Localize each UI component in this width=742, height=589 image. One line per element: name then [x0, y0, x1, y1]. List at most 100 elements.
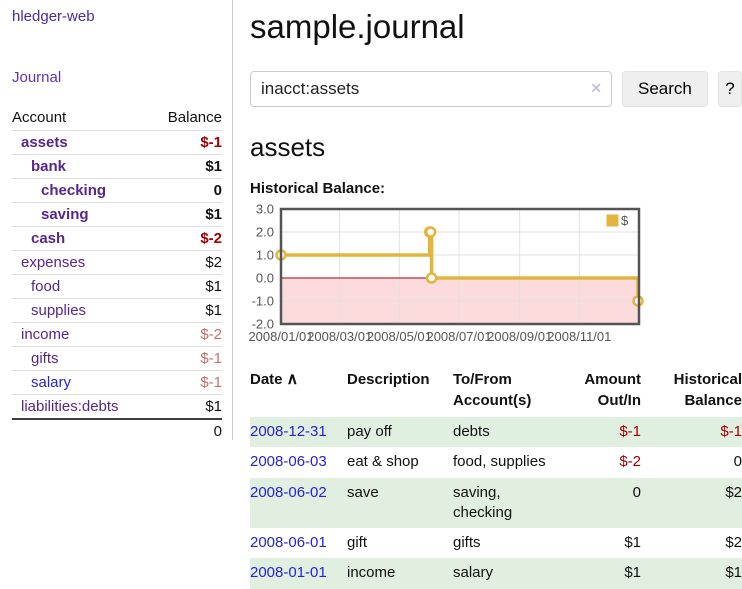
account-link[interactable]: supplies — [31, 302, 87, 319]
amount-cell: $1 — [624, 564, 641, 582]
account-link[interactable]: expenses — [21, 254, 86, 271]
main-content: sample.journal ✕ Search ? assets Histori… — [233, 0, 742, 589]
account-balance: $1 — [205, 398, 222, 415]
account-balance: $1 — [205, 206, 222, 223]
account-balance: $-1 — [200, 374, 222, 391]
description-cell: pay off — [347, 423, 392, 440]
balance-cell: $1 — [725, 564, 742, 582]
register-row: 2008-12-31 pay off debts $-1 $-1 — [250, 417, 742, 448]
account-balance: $-1 — [200, 134, 222, 151]
accounts-column-header: To/From Account(s) — [453, 371, 532, 409]
transaction-date-link[interactable]: 2008-01-01 — [250, 564, 327, 582]
account-column-header: Account — [12, 109, 67, 126]
account-row: expenses $2 — [12, 250, 222, 274]
date-column-header[interactable]: Date ∧ — [250, 371, 299, 388]
register-row: 2008-01-01 income salary $1 $1 — [250, 558, 742, 589]
amount-cell: 0 — [632, 483, 641, 501]
account-total-row: 0 — [12, 418, 222, 443]
account-link[interactable]: gifts — [31, 350, 59, 367]
transaction-date-cell: 2008-12-31 — [250, 417, 347, 447]
account-row: saving $1 — [12, 202, 222, 226]
transaction-date-link[interactable]: 2008-06-03 — [250, 453, 327, 471]
account-link[interactable]: food — [31, 278, 61, 295]
svg-text:2008/09/01: 2008/09/01 — [487, 329, 552, 344]
register-table: Date ∧ Description To/From Account(s) Amo… — [250, 365, 742, 589]
account-row: bank $1 — [12, 154, 222, 178]
account-row: liabilities:debts $1 — [12, 394, 222, 418]
chart-title: Historical Balance: — [250, 180, 386, 197]
svg-text:-1.0: -1.0 — [252, 294, 274, 309]
account-balance: $1 — [205, 158, 222, 175]
account-row: gifts $-1 — [12, 346, 222, 370]
svg-text:2008/07/01: 2008/07/01 — [426, 329, 491, 344]
account-balance-table: Account Balance assets $-1 bank $1 checking 0… — [12, 106, 222, 443]
amount-cell: $-2 — [619, 453, 641, 471]
account-row: food $1 — [12, 274, 222, 298]
register-row: 2008-06-01 gift gifts $1 $2 — [250, 528, 742, 558]
svg-text:1.0: 1.0 — [256, 248, 274, 263]
help-button[interactable]: ? — [717, 71, 742, 107]
balance-column-header: Historical Balance — [673, 371, 742, 409]
clear-search-icon[interactable]: ✕ — [590, 80, 602, 96]
transaction-date-link[interactable]: 2008-06-02 — [250, 483, 327, 501]
balance-chart: 3.0 2.0 1.0 0.0 -1.0 -2.02008/01/012008/03/01… — [248, 202, 644, 344]
accounts-cell: debts — [453, 423, 490, 440]
sort-ascending-icon: ∧ — [286, 371, 299, 388]
account-table-header: Account Balance — [12, 106, 222, 130]
balance-cell: $2 — [725, 483, 742, 501]
account-link[interactable]: liabilities:debts — [21, 398, 119, 415]
account-link[interactable]: salary — [31, 374, 72, 391]
account-link[interactable]: income — [21, 326, 70, 343]
svg-text:-2.0: -2.0 — [252, 317, 274, 332]
account-link[interactable]: checking — [41, 182, 107, 199]
balance-cell: $-1 — [720, 423, 742, 440]
account-link[interactable]: cash — [31, 230, 66, 247]
account-link[interactable]: saving — [41, 206, 89, 223]
account-row: cash $-2 — [12, 226, 222, 250]
register-body: 2008-12-31 pay off debts $-1 $-1 2008-06-03 ea… — [250, 417, 742, 589]
total-balance: 0 — [213, 423, 222, 440]
account-balance: $-1 — [200, 350, 222, 367]
register-row: 2008-06-03 eat & shop food, supplies $-2 0 — [250, 447, 742, 477]
account-balance: 0 — [213, 182, 222, 199]
account-balance: $1 — [205, 278, 222, 295]
description-cell: save — [347, 483, 379, 501]
accounts-cell: food, supplies — [453, 453, 546, 471]
svg-text:2.0: 2.0 — [256, 225, 274, 240]
account-row: income $-2 — [12, 322, 222, 346]
transaction-date-link[interactable]: 2008-06-01 — [250, 534, 327, 551]
balance-cell: 0 — [733, 453, 742, 471]
account-balance: $1 — [205, 302, 222, 319]
account-row: assets $-1 — [12, 130, 222, 154]
amount-cell: $1 — [624, 534, 641, 551]
register-row: 2008-06-02 save saving, checking 0 $2 — [250, 477, 742, 529]
account-balance: $-2 — [200, 326, 222, 343]
amount-cell: $-1 — [619, 423, 641, 440]
transaction-date-cell: 2008-06-02 — [250, 478, 347, 529]
account-link[interactable]: bank — [31, 158, 67, 175]
account-link[interactable]: assets — [21, 134, 68, 151]
account-row: checking 0 — [12, 178, 222, 202]
svg-text:2008/01/01: 2008/01/01 — [248, 329, 313, 344]
section-title: assets — [250, 132, 326, 162]
sidebar: hledger-web Journal Account Balance asse… — [0, 0, 233, 589]
description-cell: income — [347, 564, 396, 582]
svg-text:0.0: 0.0 — [256, 271, 274, 286]
search-button[interactable]: Search — [622, 71, 708, 107]
transaction-date-cell: 2008-01-01 — [250, 558, 347, 588]
svg-text:2008/03/01: 2008/03/01 — [307, 329, 372, 344]
search-input[interactable] — [250, 71, 612, 107]
accounts-cell: gifts — [453, 534, 481, 551]
balance-cell: $2 — [725, 534, 742, 551]
search-input-wrap: ✕ — [250, 71, 612, 107]
svg-text:2008/11/01: 2008/11/01 — [547, 329, 611, 344]
description-cell: eat & shop — [347, 453, 419, 471]
svg-text:$: $ — [621, 213, 629, 228]
sidebar-item-journal[interactable]: Journal — [12, 69, 62, 86]
search-bar: ✕ Search ? — [250, 71, 742, 107]
account-balance: $-2 — [200, 230, 222, 247]
transaction-date-link[interactable]: 2008-12-31 — [250, 423, 327, 440]
svg-text:2008/05/01: 2008/05/01 — [367, 329, 432, 344]
app-title-link[interactable]: hledger-web — [12, 8, 95, 25]
accounts-cell: saving, checking — [453, 483, 513, 521]
